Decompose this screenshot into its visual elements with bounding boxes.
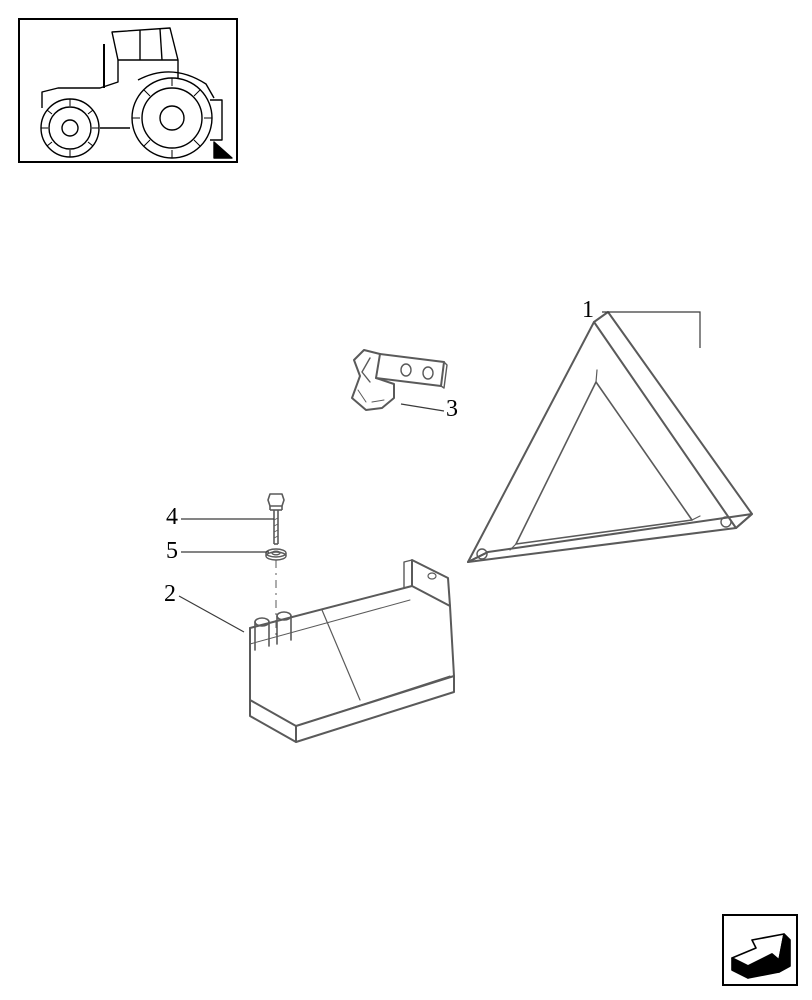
part-1-triangle	[468, 312, 752, 562]
callout-2: 2	[164, 581, 176, 608]
diagram-canvas	[0, 0, 812, 1000]
callout-1: 1	[582, 297, 594, 324]
callout-5: 5	[166, 538, 178, 565]
leader-lines	[179, 312, 700, 632]
callout-4: 4	[166, 504, 178, 531]
nav-arrow-icon	[723, 915, 797, 985]
part-2-support	[250, 560, 454, 742]
part-3-bracket	[352, 350, 447, 410]
part-5-washer	[266, 549, 286, 560]
tractor-icon	[41, 28, 232, 158]
callout-3: 3	[446, 396, 458, 423]
